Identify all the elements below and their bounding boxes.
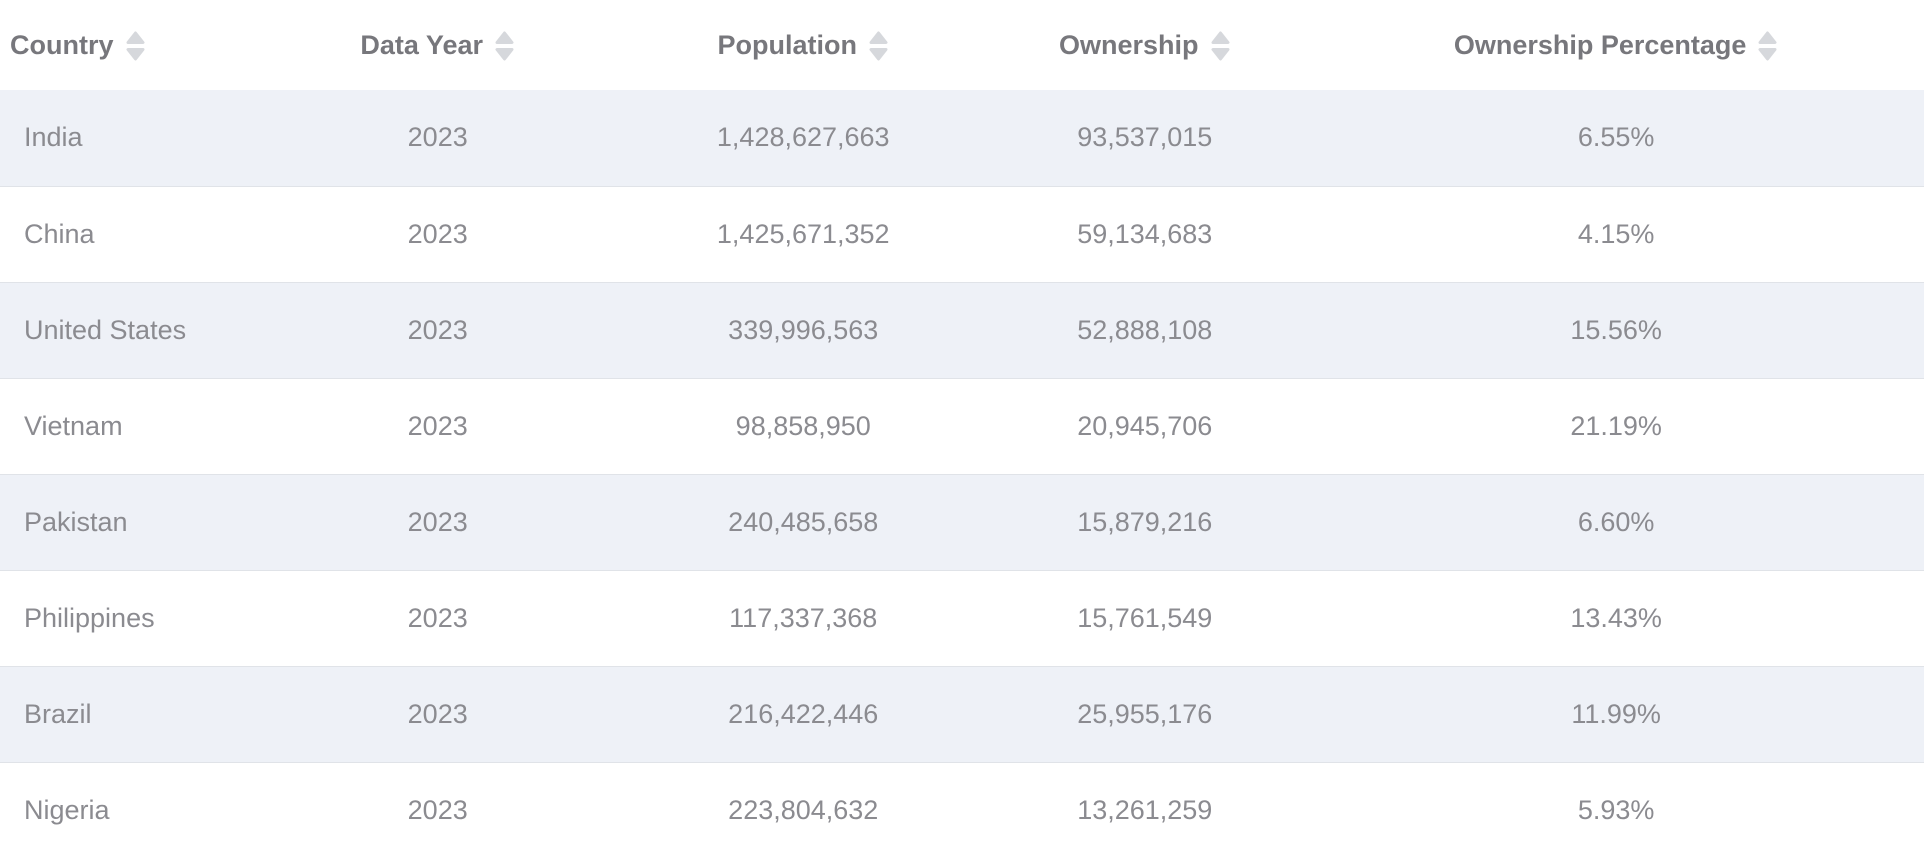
cell-data-year: 2023: [407, 698, 468, 729]
cell-ownership: 15,761,549: [1077, 602, 1213, 633]
cell-ownership-percentage: 4.15%: [1577, 218, 1655, 249]
cell-population: 1,425,671,352: [716, 218, 890, 249]
column-label: Population: [717, 30, 857, 61]
column-header-content: Ownership: [1059, 30, 1231, 61]
column-header-content: Population: [718, 30, 889, 61]
table-row: Philippines 2023 117,337,368 15,761,549 13.4…: [0, 570, 1924, 666]
cell-country: Pakistan: [24, 506, 128, 537]
table-row: Vietnam 2023 98,858,950 20,945,706 21.19%: [0, 378, 1924, 474]
column-label: Country: [10, 30, 114, 61]
cell-country: United States: [24, 314, 187, 345]
column-header-content: Data Year: [360, 30, 515, 61]
column-header-content: Ownership Percentage: [1454, 30, 1779, 61]
cell-population: 117,337,368: [729, 602, 878, 633]
cell-ownership-percentage: 15.56%: [1570, 314, 1662, 345]
column-header-country[interactable]: Country: [0, 0, 250, 90]
table-row: United States 2023 339,996,563 52,888,108 15…: [0, 282, 1924, 378]
column-header-data-year[interactable]: Data Year: [250, 0, 625, 90]
column-label: Ownership Percentage: [1453, 30, 1747, 61]
cell-population: 339,996,563: [728, 314, 879, 345]
table-body: India 2023 1,428,627,663 93,537,015 6.55% Chi…: [0, 90, 1924, 854]
cell-data-year: 2023: [407, 218, 468, 249]
cell-country: Philippines: [24, 602, 155, 633]
cell-ownership: 15,879,216: [1077, 506, 1213, 537]
column-label: Data Year: [360, 30, 483, 61]
cell-ownership-percentage: 21.19%: [1570, 410, 1662, 441]
cell-ownership-percentage: 6.60%: [1577, 506, 1655, 537]
cell-ownership-percentage: 6.55%: [1577, 122, 1655, 153]
cell-population: 1,428,627,663: [716, 122, 890, 153]
column-label: Ownership: [1058, 30, 1199, 61]
sort-icon[interactable]: [868, 31, 889, 61]
cell-data-year: 2023: [407, 122, 468, 153]
column-header-ownership[interactable]: Ownership: [981, 0, 1308, 90]
sort-icon[interactable]: [494, 31, 515, 61]
cell-ownership: 20,945,706: [1077, 410, 1213, 441]
cell-population: 216,422,446: [728, 698, 879, 729]
sort-icon[interactable]: [125, 31, 146, 61]
cell-ownership-percentage: 5.93%: [1577, 794, 1655, 825]
cell-ownership-percentage: 11.99%: [1571, 698, 1661, 729]
cell-ownership: 25,955,176: [1077, 698, 1213, 729]
table-row: India 2023 1,428,627,663 93,537,015 6.55%: [0, 90, 1924, 186]
table-header: Country Data Year Population Ownership Owner…: [0, 0, 1924, 90]
cell-ownership-percentage: 13.43%: [1570, 602, 1662, 633]
cell-country: Vietnam: [24, 410, 123, 441]
cell-country: Brazil: [24, 698, 92, 729]
cell-population: 98,858,950: [735, 410, 871, 441]
cell-data-year: 2023: [407, 506, 468, 537]
table-row: Pakistan 2023 240,485,658 15,879,216 6.60%: [0, 474, 1924, 570]
cell-country: Nigeria: [24, 794, 110, 825]
cell-ownership: 59,134,683: [1077, 218, 1213, 249]
table-row: Brazil 2023 216,422,446 25,955,176 11.99%: [0, 666, 1924, 762]
table-row: China 2023 1,425,671,352 59,134,683 4.15%: [0, 186, 1924, 282]
cell-ownership: 13,261,259: [1077, 794, 1213, 825]
cell-data-year: 2023: [407, 410, 468, 441]
column-header-population[interactable]: Population: [625, 0, 981, 90]
cell-country: China: [24, 218, 95, 249]
cell-population: 223,804,632: [728, 794, 879, 825]
cell-population: 240,485,658: [728, 506, 879, 537]
cell-ownership: 93,537,015: [1077, 122, 1213, 153]
sort-icon[interactable]: [1757, 31, 1778, 61]
table-row: Nigeria 2023 223,804,632 13,261,259 5.93%: [0, 762, 1924, 854]
cell-country: India: [24, 122, 83, 153]
cell-data-year: 2023: [407, 602, 468, 633]
column-header-ownership-percentage[interactable]: Ownership Percentage: [1308, 0, 1924, 90]
sort-icon[interactable]: [1210, 31, 1231, 61]
column-header-content: Country: [10, 30, 146, 61]
cell-data-year: 2023: [407, 794, 468, 825]
cell-ownership: 52,888,108: [1077, 314, 1213, 345]
table-header-row: Country Data Year Population Ownership Owner…: [0, 0, 1924, 90]
cell-data-year: 2023: [407, 314, 468, 345]
